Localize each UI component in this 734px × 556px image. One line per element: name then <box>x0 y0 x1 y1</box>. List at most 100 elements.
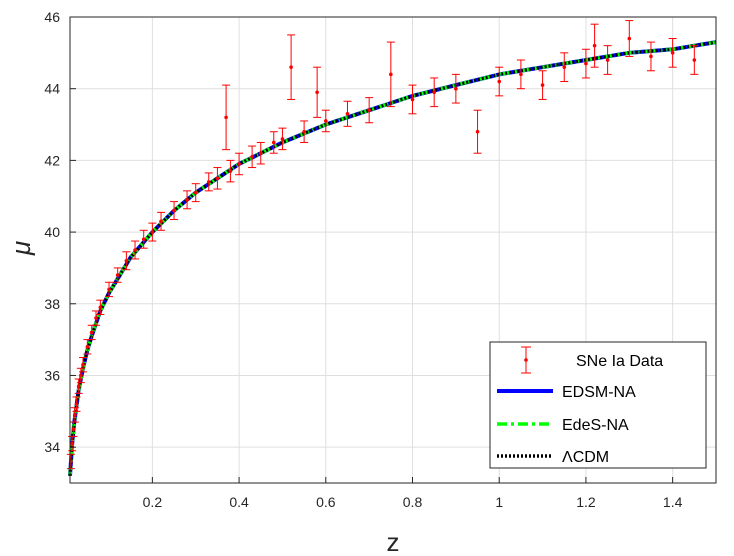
data-point <box>646 41 655 72</box>
point-marker <box>94 316 98 320</box>
data-point <box>430 77 439 108</box>
data-point <box>451 73 460 104</box>
data-point <box>343 100 352 127</box>
point-marker <box>315 90 319 95</box>
point-marker <box>345 111 350 116</box>
data-point <box>603 45 612 75</box>
point-marker <box>81 362 85 367</box>
data-point <box>625 20 634 57</box>
legend-marker-sne <box>521 346 531 374</box>
point-marker <box>79 373 83 378</box>
y-tick-label: 34 <box>44 439 60 455</box>
data-point <box>148 222 157 242</box>
data-point <box>66 453 75 470</box>
data-point <box>560 52 569 83</box>
point-marker <box>85 344 90 349</box>
data-point <box>248 145 257 169</box>
data-point <box>79 357 88 373</box>
point-marker <box>692 58 697 62</box>
point-marker <box>250 155 254 159</box>
data-point <box>157 211 166 231</box>
data-point <box>83 339 92 355</box>
x-tick-label: 1.4 <box>663 494 683 510</box>
point-marker <box>454 86 458 91</box>
point-marker <box>141 237 146 242</box>
point-marker <box>432 90 436 95</box>
point-marker <box>107 287 111 292</box>
point-marker <box>519 72 523 77</box>
data-point <box>365 97 374 124</box>
x-axis-label: z <box>387 527 400 556</box>
point-marker <box>133 248 137 252</box>
point-marker <box>540 83 545 87</box>
data-point <box>122 251 131 271</box>
point-marker <box>74 402 79 406</box>
legend-label-lcdm: ΛCDM <box>562 449 609 466</box>
x-tick-label: 0.4 <box>229 494 249 510</box>
data-point <box>690 45 699 75</box>
data-point <box>213 167 222 190</box>
point-marker <box>562 65 567 69</box>
plot-area-frame <box>69 16 717 484</box>
point-marker <box>206 180 211 184</box>
point-marker <box>323 119 328 123</box>
x-tick-label: 0.2 <box>143 494 163 510</box>
point-marker <box>605 58 610 62</box>
data-point <box>287 34 296 100</box>
point-marker <box>289 65 293 69</box>
data-point <box>204 172 213 192</box>
point-marker <box>71 427 76 432</box>
x-tick-label: 0.6 <box>316 494 336 510</box>
point-marker <box>475 129 480 134</box>
y-tick-label: 44 <box>44 81 60 97</box>
point-marker <box>237 162 241 166</box>
point-marker <box>584 61 588 66</box>
point-marker <box>115 273 120 277</box>
data-point <box>668 38 677 68</box>
point-marker <box>224 115 228 120</box>
data-point <box>300 120 309 143</box>
data-point <box>68 435 77 452</box>
point-marker <box>124 258 129 263</box>
data-point <box>269 131 278 154</box>
data-point <box>256 141 265 165</box>
point-marker <box>592 43 597 48</box>
data-point <box>235 152 244 176</box>
point-marker <box>89 330 94 335</box>
data-point <box>538 70 547 100</box>
point-marker <box>159 219 163 224</box>
point-marker <box>70 441 74 446</box>
data-point <box>72 396 81 412</box>
data-point <box>183 190 192 210</box>
point-marker <box>258 151 263 156</box>
y-tick-label: 42 <box>44 152 60 168</box>
data-point <box>191 183 200 203</box>
y-tick-label: 36 <box>44 367 60 383</box>
x-tick-label: 1 <box>495 494 503 510</box>
point-marker <box>670 51 675 55</box>
data-point <box>313 66 322 118</box>
x-tick-label: 0.8 <box>403 494 423 510</box>
point-marker <box>649 54 653 59</box>
data-point <box>386 41 395 108</box>
point-marker <box>150 230 155 234</box>
y-tick-label: 40 <box>44 224 60 240</box>
data-point <box>473 109 482 154</box>
point-marker <box>497 79 502 84</box>
data-point <box>131 240 140 260</box>
point-marker <box>172 208 176 213</box>
data-point <box>226 159 235 183</box>
data-point <box>495 66 504 97</box>
data-point <box>139 229 148 249</box>
point-marker <box>215 176 220 181</box>
data-point <box>581 48 590 79</box>
data-point <box>222 84 231 151</box>
data-point <box>408 84 417 115</box>
data-point <box>278 127 287 151</box>
data-point <box>590 23 599 68</box>
point-marker <box>193 190 198 195</box>
point-marker <box>271 140 276 145</box>
point-marker <box>627 36 632 41</box>
data-point <box>516 59 525 90</box>
